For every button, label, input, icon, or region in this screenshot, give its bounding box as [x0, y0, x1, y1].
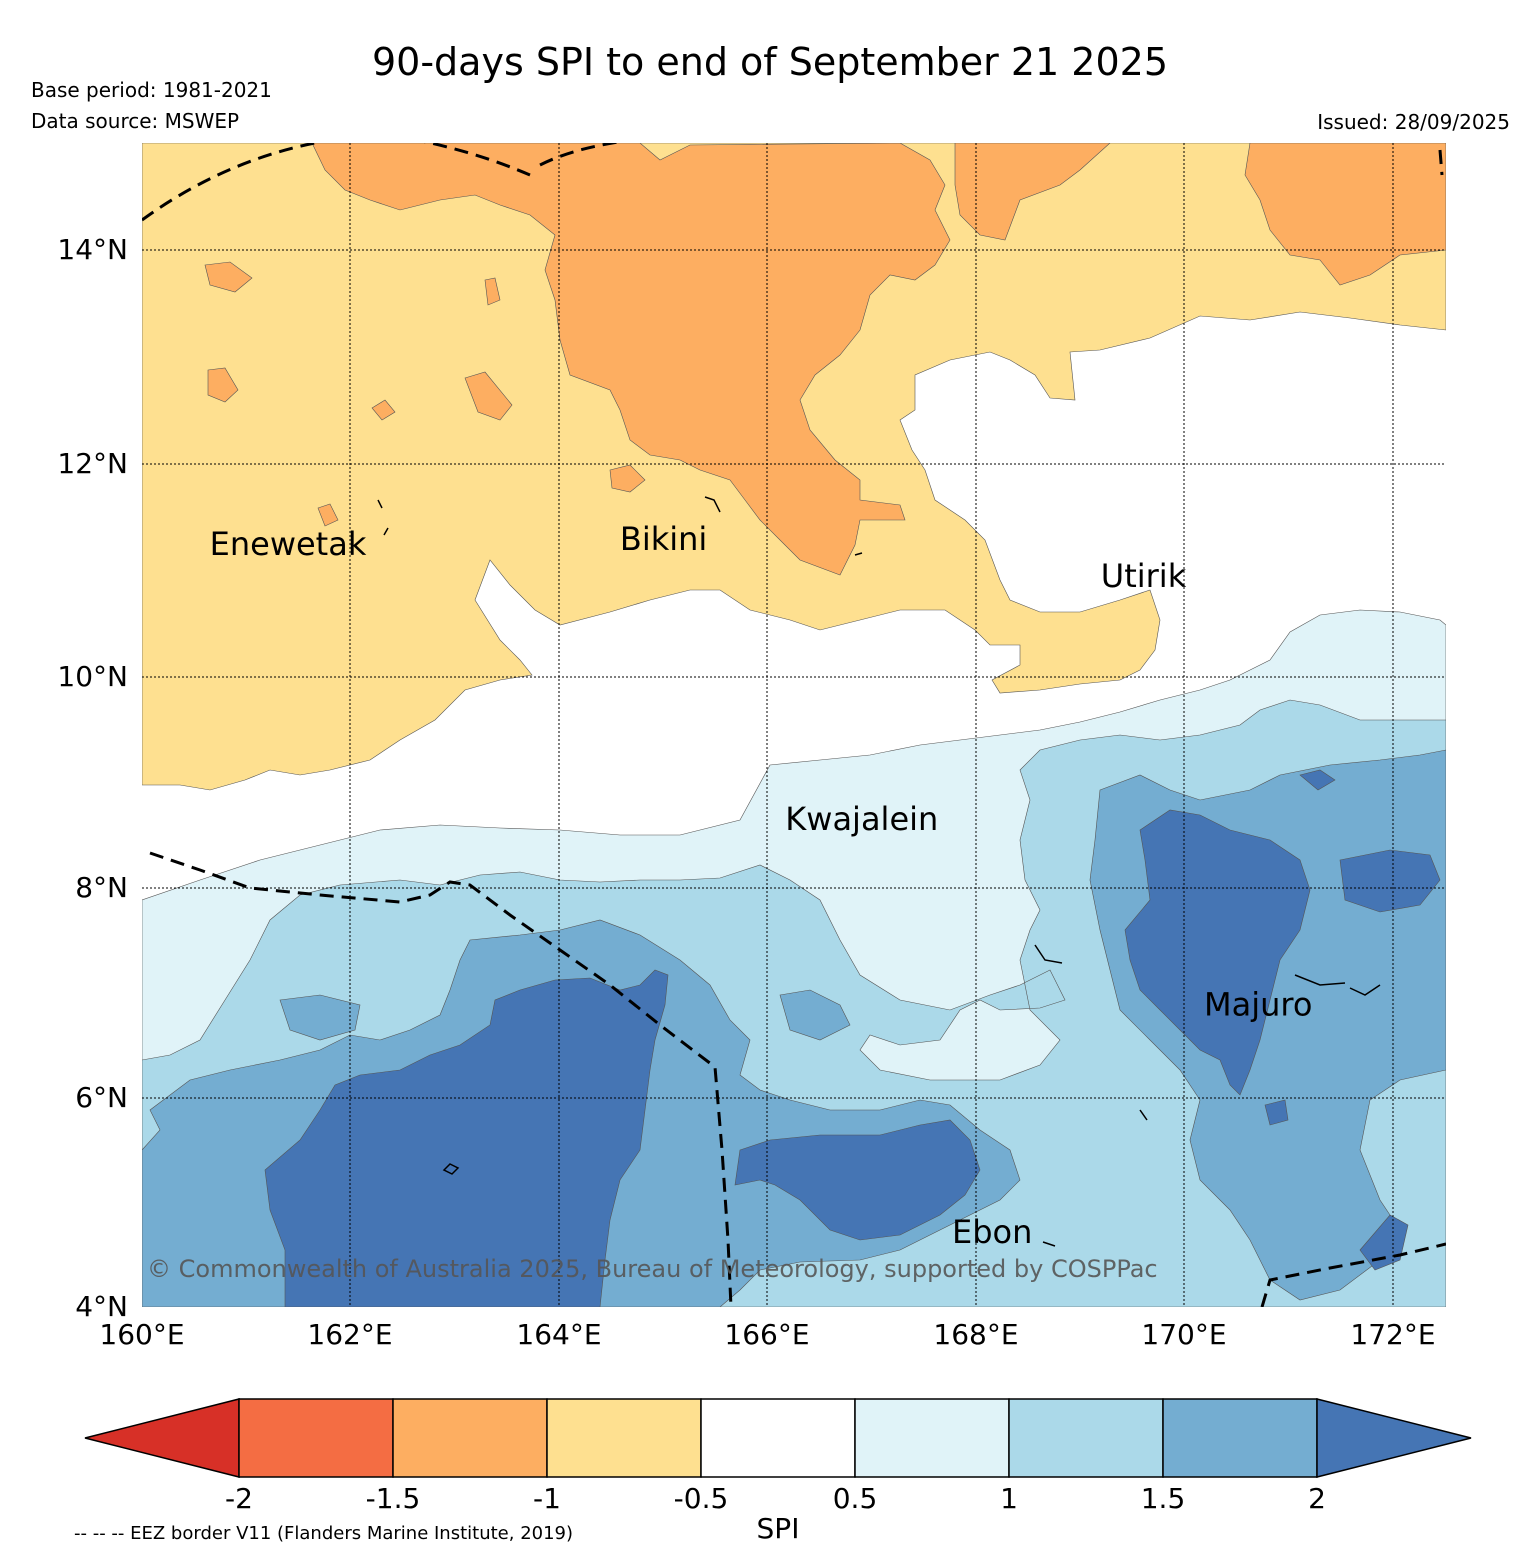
longitude-axis: 160°E 162°E 164°E 166°E 168°E 170°E 172°…: [99, 1318, 1435, 1351]
spi-band-wet-dark: [1124, 809, 1311, 1096]
colorbar-title: SPI: [756, 1512, 800, 1545]
lon-tick-label: 168°E: [933, 1318, 1018, 1351]
colorbar-tick-label: -0.5: [674, 1482, 729, 1515]
spi-band-wet-dark: [1299, 769, 1336, 791]
copyright-notice: © Commonwealth of Australia 2025, Bureau…: [147, 1255, 1158, 1283]
spi-band-wet-mid: [279, 994, 361, 1041]
spi-band-dry-orange: [609, 464, 646, 493]
place-labels: Enewetak Bikini Utirik Kwajalein Majuro Ebon: [210, 520, 1313, 1251]
colorbar-tick-label: 1: [1000, 1482, 1018, 1515]
spi-band-wet-dark: [734, 1119, 981, 1241]
colorbar-segment-below-minus-2: [84, 1398, 240, 1478]
spi-band-wet-dark: [1339, 849, 1441, 913]
colorbar: [84, 1398, 1472, 1478]
lon-tick-label: 172°E: [1350, 1318, 1435, 1351]
spi-band-dry-orange: [484, 277, 501, 306]
spi-band-wet-dark: [1264, 1099, 1289, 1126]
colorbar-tick-label: -1: [533, 1482, 561, 1515]
lat-tick-label: 6°N: [75, 1081, 128, 1114]
place-label-utirik: Utirik: [1101, 557, 1187, 595]
place-label-ebon: Ebon: [952, 1213, 1032, 1251]
lat-tick-label: 12°N: [57, 447, 128, 480]
spi-band-wet-dark: [264, 969, 669, 1307]
place-label-majuro: Majuro: [1204, 985, 1312, 1023]
spi-field: [142, 143, 1446, 1307]
colorbar-tick-label: 2: [1308, 1482, 1326, 1515]
place-label-enewetak: Enewetak: [210, 525, 367, 563]
spi-band-dry-orange: [954, 143, 1111, 241]
spi-band-dry-orange: [311, 143, 951, 576]
spi-band-dry-orange: [317, 503, 339, 527]
lon-tick-label: 170°E: [1141, 1318, 1226, 1351]
data-source-label: Data source: MSWEP: [31, 109, 240, 133]
colorbar-segment: [1008, 1398, 1164, 1478]
latitude-axis: 14°N 12°N 10°N 8°N 6°N 4°N: [57, 233, 128, 1323]
colorbar-tick-label: 0.5: [833, 1482, 878, 1515]
lon-tick-label: 164°E: [516, 1318, 601, 1351]
lon-tick-label: 166°E: [724, 1318, 809, 1351]
colorbar-segment: [700, 1398, 856, 1478]
colorbar-tick-label: -1.5: [366, 1482, 421, 1515]
issued-date-label: Issued: 28/09/2025: [1317, 110, 1510, 134]
colorbar-segment: [854, 1398, 1010, 1478]
map-gridlines: [142, 143, 1446, 1307]
colorbar-tick-label: 1.5: [1141, 1482, 1186, 1515]
eez-legend-note: -- -- -- EEZ border V11 (Flanders Marine…: [74, 1523, 574, 1544]
lat-tick-label: 8°N: [75, 871, 128, 904]
spi-band-dry-orange: [464, 371, 513, 421]
place-label-kwajalein: Kwajalein: [785, 800, 938, 838]
colorbar-segment: [392, 1398, 548, 1478]
base-period-label: Base period: 1981-2021: [31, 78, 272, 102]
colorbar-segment: [238, 1398, 394, 1478]
spi-band-wet-mid: [779, 989, 851, 1041]
lat-tick-label: 10°N: [57, 660, 128, 693]
map-title: 90-days SPI to end of September 21 2025: [371, 40, 1168, 84]
spi-band-dry-orange: [207, 367, 239, 403]
colorbar-segment-above-2: [1316, 1398, 1472, 1478]
colorbar-segment: [546, 1398, 702, 1478]
colorbar-tick-label: -2: [225, 1482, 253, 1515]
atoll-outlines: [377, 496, 1381, 1247]
colorbar-segment: [1162, 1398, 1318, 1478]
lon-tick-label: 162°E: [307, 1318, 392, 1351]
place-label-bikini: Bikini: [620, 520, 707, 558]
spi-band-dry-orange: [204, 261, 253, 293]
lon-tick-label: 160°E: [99, 1318, 184, 1351]
eez-border: [142, 143, 1446, 1307]
colorbar-ticks: -2 -1.5 -1 -0.5 0.5 1 1.5 2: [225, 1482, 1326, 1515]
lat-tick-label: 14°N: [57, 233, 128, 266]
lat-tick-label: 4°N: [75, 1290, 128, 1323]
spi-band-dry-orange: [371, 399, 396, 421]
